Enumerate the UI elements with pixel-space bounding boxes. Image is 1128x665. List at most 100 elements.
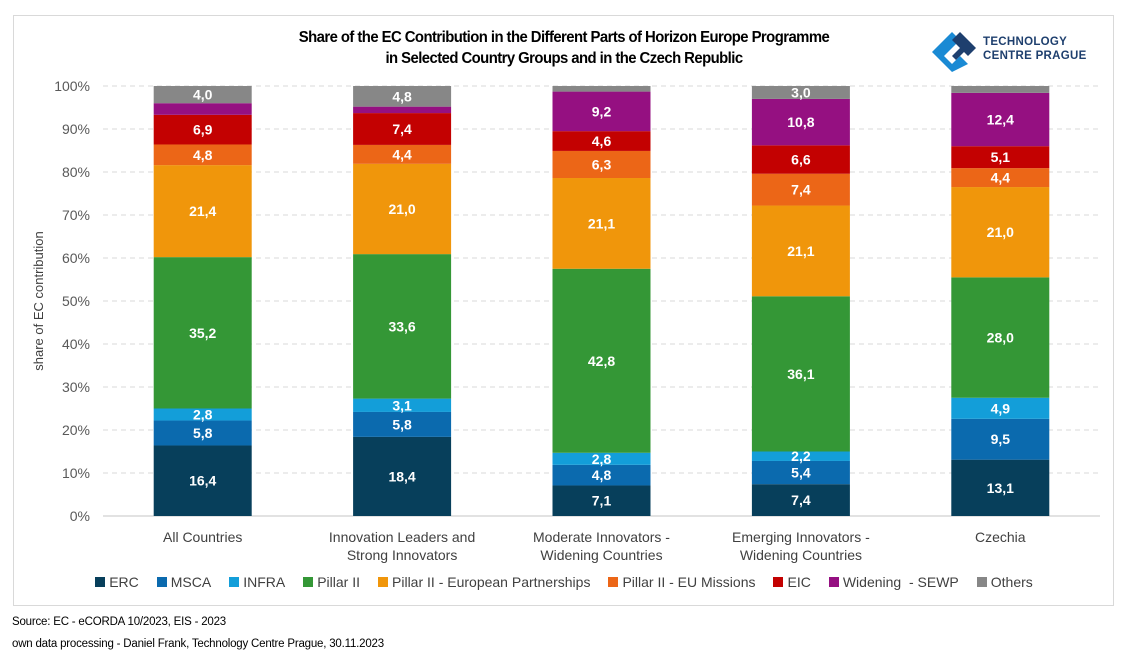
data-label: 9,5 xyxy=(991,431,1011,447)
legend-swatch xyxy=(608,577,619,587)
bar-segment-others xyxy=(951,86,1050,93)
y-tick-label: 0% xyxy=(70,508,90,524)
data-label: 10,8 xyxy=(787,114,814,130)
bar-segment-infra xyxy=(552,452,651,465)
bar-segment-infra xyxy=(951,397,1050,419)
x-tick-label: Emerging Innovators - xyxy=(732,529,870,545)
y-axis: 0% 10% 20% 30% 40% 50% 60% 70% 80% 90% 100% xyxy=(54,78,90,524)
bar-segment-pillar-ii-eu-missions xyxy=(353,144,452,164)
data-label: 12,4 xyxy=(987,112,1014,128)
data-label: 21,1 xyxy=(588,215,615,231)
bar-segment-erc xyxy=(951,459,1050,516)
y-tick-label: 100% xyxy=(54,78,90,94)
bar-segment-pillar-ii-eu-missions xyxy=(552,150,651,179)
logo-text: TECHNOLOGY CENTRE PRAGUE xyxy=(983,35,1087,63)
bar-segment-pillar-ii-eu-missions xyxy=(153,144,252,166)
bar-segment-eic xyxy=(951,146,1050,169)
data-label: 4,4 xyxy=(991,170,1011,186)
source-note: Source: EC - eCORDA 10/2023, EIS - 2023 xyxy=(12,616,227,628)
bar-segment-infra xyxy=(751,451,850,461)
legend-label: EIC xyxy=(787,574,811,590)
data-label: 33,6 xyxy=(388,318,415,334)
x-tick-label: Innovation Leaders and xyxy=(329,529,475,545)
data-label: 18,4 xyxy=(388,468,415,484)
bar-segment-pillar-ii-eu-missions xyxy=(951,168,1050,188)
legend-item: Pillar II xyxy=(303,574,360,590)
data-label: 6,6 xyxy=(791,152,811,168)
y-tick-label: 30% xyxy=(62,379,90,395)
legend-swatch xyxy=(156,577,167,587)
x-tick-label: Widening Countries xyxy=(540,547,662,563)
legend-swatch xyxy=(773,577,784,587)
legend-item: Others xyxy=(976,574,1033,590)
bar-segment-widening-sewp xyxy=(353,106,452,114)
y-tick-label: 40% xyxy=(62,336,90,352)
bar-segment-eic xyxy=(353,113,452,145)
chart-title-line-1: Share of the EC Contribution in the Diff… xyxy=(298,29,830,46)
data-label: 21,1 xyxy=(787,243,814,259)
bar-stack: 18,4 5,8 3,1 33,6 21,0 4,4 7,4 4,8 xyxy=(353,86,452,516)
data-label: 2,2 xyxy=(791,448,811,464)
data-label: 7,4 xyxy=(791,182,811,198)
legend-label: Widening - SEWP xyxy=(842,574,959,590)
data-label: 6,3 xyxy=(592,156,612,172)
data-label: 21,0 xyxy=(987,224,1014,240)
x-tick-label: All Countries xyxy=(163,529,242,545)
legend-swatch xyxy=(229,577,240,587)
legend-swatch xyxy=(976,577,987,587)
data-label: 4,6 xyxy=(592,133,612,149)
y-tick-label: 70% xyxy=(62,207,90,223)
data-label: 16,4 xyxy=(189,473,216,489)
x-tick-label: Moderate Innovators - xyxy=(533,529,670,545)
x-tick-label: Czechia xyxy=(975,529,1026,545)
legend-item: EIC xyxy=(773,574,811,590)
bar-segment-others xyxy=(751,86,850,99)
data-label: 7,1 xyxy=(592,493,612,509)
bar-stack: 16,4 5,8 2,8 35,2 21,4 4,8 6,9 4,0 xyxy=(153,86,252,516)
bar-segment-pillar-ii xyxy=(951,277,1050,398)
bar-segment-erc xyxy=(751,484,850,516)
bar-segment-pillar-ii xyxy=(153,257,252,409)
y-tick-label: 10% xyxy=(62,465,90,481)
bar-segment-others xyxy=(153,86,252,104)
bar-segment-pillar-ii-european-partnerships xyxy=(153,165,252,258)
data-label: 9,2 xyxy=(592,103,612,119)
bar-segment-msca xyxy=(951,418,1050,460)
bar-segment-erc xyxy=(153,445,252,516)
bar-segment-infra xyxy=(153,408,252,421)
x-tick-label: Widening Countries xyxy=(740,547,862,563)
legend-item: Widening - SEWP xyxy=(828,574,959,590)
logo-line-2: CENTRE PRAGUE xyxy=(983,50,1087,62)
bar-segment-widening-sewp xyxy=(951,92,1050,147)
bar-segment-msca xyxy=(751,460,850,485)
legend-swatch xyxy=(378,577,389,587)
data-label: 2,8 xyxy=(592,451,612,467)
data-label: 7,4 xyxy=(392,121,412,137)
y-tick-label: 60% xyxy=(62,250,90,266)
bar-segment-eic xyxy=(751,145,850,174)
data-label: 21,0 xyxy=(388,201,415,217)
data-label: 21,4 xyxy=(189,203,216,219)
legend-label: Pillar II - EU Missions xyxy=(622,574,756,590)
bar-segment-pillar-ii-eu-missions xyxy=(751,173,850,206)
data-label: 7,4 xyxy=(791,492,811,508)
data-label: 4,8 xyxy=(392,88,412,104)
logo-mark-icon xyxy=(932,32,976,72)
bar-segment-erc xyxy=(552,485,651,516)
bar-stack: 7,4 5,42,2 36,1 21,1 7,4 6,6 10,8 3,0 xyxy=(751,84,850,516)
bar-segment-eic xyxy=(153,114,252,145)
legend-label: Pillar II - European Partnerships xyxy=(392,574,591,590)
technology-centre-prague-logo: TECHNOLOGY CENTRE PRAGUE xyxy=(930,30,1090,72)
y-axis-label: share of EC contribution xyxy=(31,231,46,370)
legend-label: ERC xyxy=(109,574,139,590)
x-axis: All Countries Innovation Leaders and Stron… xyxy=(163,529,1026,563)
bar-segment-eic xyxy=(552,131,651,151)
legend-swatch xyxy=(95,577,106,587)
y-tick-label: 50% xyxy=(62,293,90,309)
y-tick-label: 90% xyxy=(62,121,90,137)
legend-label: Others xyxy=(990,574,1033,590)
data-label: 4,8 xyxy=(193,147,213,163)
bar-segment-infra xyxy=(353,398,452,412)
bar-segment-others xyxy=(353,86,452,107)
bars: 16,4 5,8 2,8 35,2 21,4 4,8 6,9 4,0 18,4 5,8 3,1 33,… xyxy=(153,84,1050,516)
